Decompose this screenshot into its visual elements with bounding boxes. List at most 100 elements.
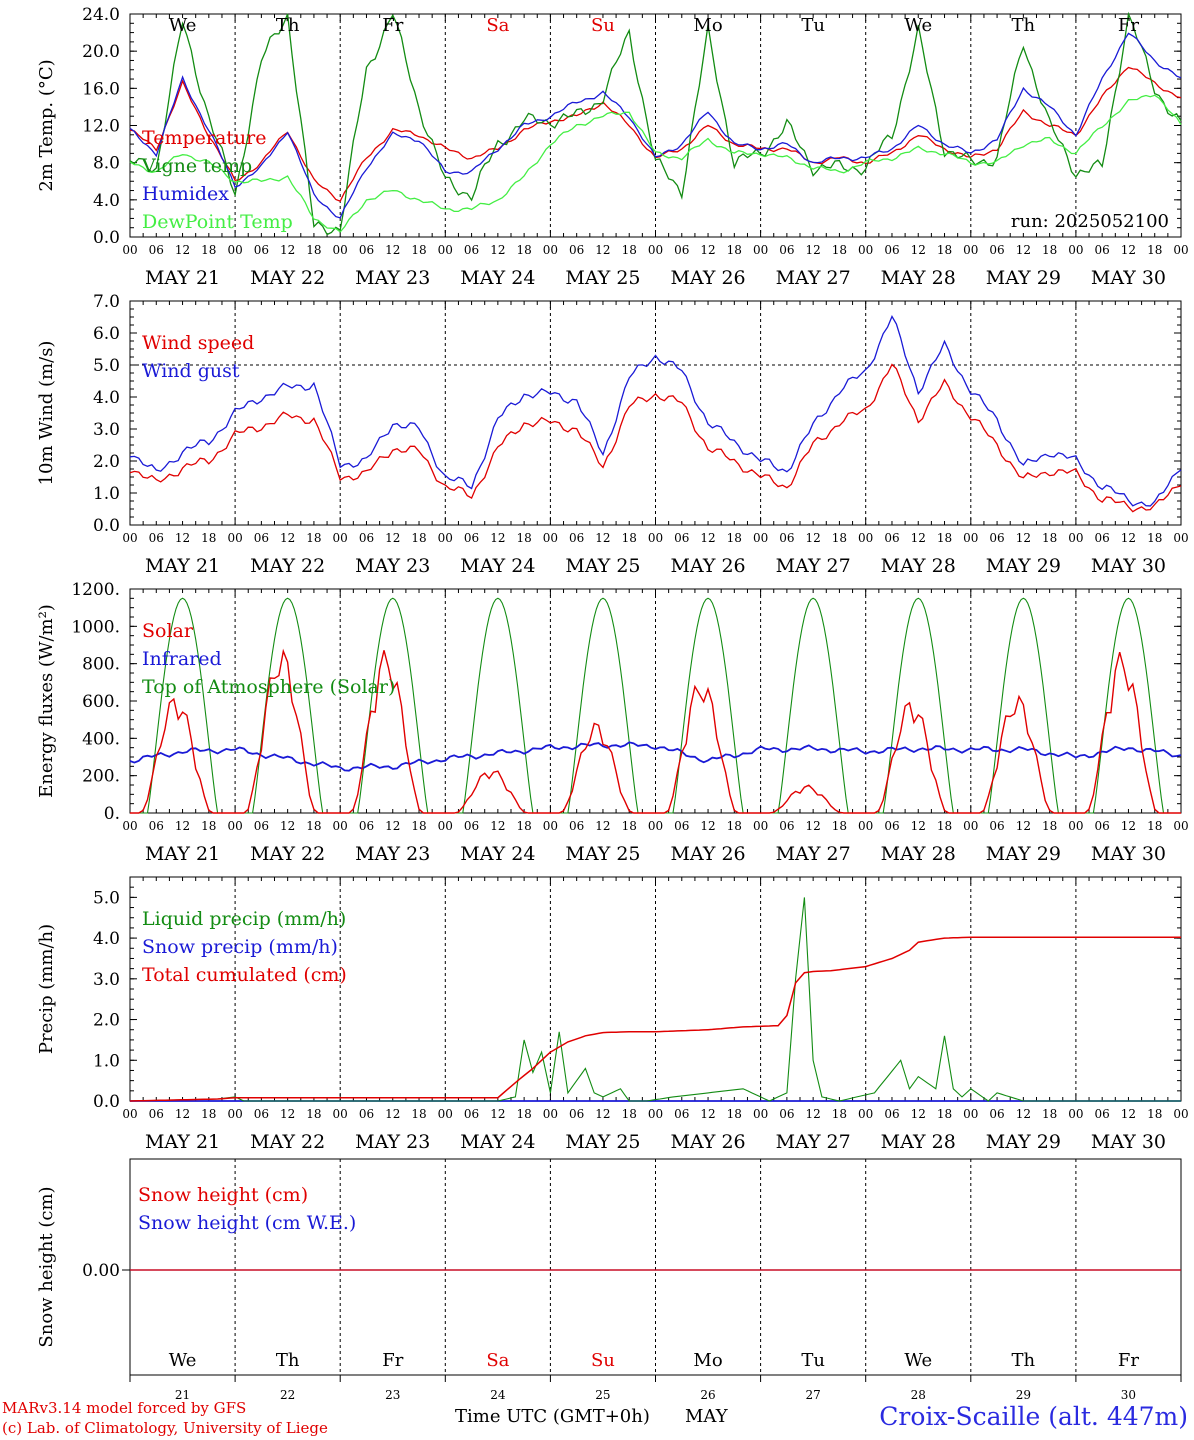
y-axis-label: Snow height (cm) [36,1186,57,1347]
hour-tick-label: 18 [1147,243,1162,257]
date-label: MAY 22 [250,267,325,289]
hour-tick-label: 00 [333,1107,348,1121]
hour-tick-label: 18 [622,243,637,257]
hour-tick-label: 12 [280,243,295,257]
hour-tick-label: 00 [753,243,768,257]
hour-tick-label: 00 [227,531,242,545]
hour-tick-label: 12 [1016,243,1031,257]
hour-tick-label: 00 [753,531,768,545]
date-label: MAY 28 [881,843,956,865]
date-label: MAY 28 [881,267,956,289]
y-axis-label: Precip (mm/h) [36,924,57,1054]
weekday-label: Su [591,15,615,36]
date-label: MAY 30 [1091,267,1166,289]
legend-item: Total cumulated (cm) [142,964,347,986]
hour-tick-label: 06 [569,819,584,833]
hour-tick-label: 00 [543,819,558,833]
hour-tick-label: 06 [254,531,269,545]
legend-item: Snow height (cm) [138,1184,308,1206]
hour-tick-label: 12 [806,819,821,833]
date-label: MAY 27 [776,267,851,289]
plot-frame [129,300,1182,526]
y-axis-label: 10m Wind (m/s) [36,341,57,486]
hour-tick-label: 12 [911,531,926,545]
hour-tick-label: 18 [201,1107,216,1121]
date-label: MAY 24 [460,555,535,577]
hour-tick-label: 00 [963,1107,978,1121]
y-tick-label: 3.0 [93,970,120,990]
hour-tick-label: 06 [464,531,479,545]
hour-tick-label: 00 [648,819,663,833]
panel-2: 00 06 12 18 00 06 12 18 00 06 12 18 00 06 12 18 00 06 12 18… [36,292,1189,577]
lab-credit: (c) Lab. of Climatology, University of L… [2,1419,328,1437]
y-tick-label: 0.0 [93,228,120,248]
hour-tick-label: 12 [1016,819,1031,833]
hour-tick-label: 00 [1068,531,1083,545]
hour-tick-label: 12 [385,531,400,545]
hour-tick-label: 18 [516,531,531,545]
date-label: MAY 22 [250,1131,325,1153]
date-label: MAY 22 [250,843,325,865]
hour-tick-label: 00 [753,819,768,833]
y-tick-label: 400. [82,729,120,749]
hour-tick-label: 00 [858,819,873,833]
date-label: MAY 21 [145,267,220,289]
hour-tick-label: 12 [490,1107,505,1121]
date-label: MAY 22 [250,555,325,577]
y-tick-label: 1.0 [93,484,120,504]
hour-tick-label: 12 [175,531,190,545]
panel-4: 00 06 12 18 00 06 12 18 00 06 12 18 00 06 12 18 00 06 12 18… [36,876,1189,1153]
hour-tick-label: 00 [333,819,348,833]
date-label: MAY 29 [986,555,1061,577]
hour-tick-label: 12 [1121,819,1136,833]
y-tick-label: 5.0 [93,356,120,376]
hour-tick-label: 06 [779,243,794,257]
date-label: MAY 29 [986,843,1061,865]
weekday-label: Th [276,15,300,36]
day-number-label: 23 [385,1388,400,1402]
hour-tick-label: 18 [1042,819,1057,833]
y-tick-label: 12.0 [82,117,120,137]
day-number-label: 26 [700,1388,715,1402]
hour-tick-label: 06 [359,531,374,545]
y-tick-label: 2.0 [93,1011,120,1031]
hour-tick-label: 06 [464,1107,479,1121]
date-label: MAY 21 [145,1131,220,1153]
series-line [129,363,1182,513]
legend-item: Snow height (cm W.E.) [138,1212,356,1234]
hour-tick-label: 12 [280,819,295,833]
hour-tick-label: 00 [543,1107,558,1121]
day-number-label: 28 [911,1388,926,1402]
hour-tick-label: 18 [622,1107,637,1121]
hour-tick-label: 12 [911,819,926,833]
date-label: MAY 27 [776,843,851,865]
hour-tick-label: 00 [122,1107,137,1121]
hour-tick-label: 12 [911,1107,926,1121]
model-credit: MARv3.14 model forced by GFS [2,1399,247,1417]
hour-tick-label: 12 [1016,1107,1031,1121]
hour-tick-label: 06 [779,531,794,545]
station-name: Croix-Scaille (alt. 447m) [879,1402,1188,1431]
hour-tick-label: 00 [648,531,663,545]
hour-tick-label: 18 [937,819,952,833]
hour-tick-label: 06 [569,1107,584,1121]
date-label: MAY 23 [355,555,430,577]
hour-tick-label: 12 [806,531,821,545]
y-tick-label: 800. [82,655,120,675]
y-tick-label: 4.0 [93,388,120,408]
hour-tick-label: 12 [700,531,715,545]
series-line [129,315,1182,507]
hour-tick-label: 06 [884,1107,899,1121]
hour-tick-label: 00 [858,243,873,257]
hour-tick-label: 00 [858,531,873,545]
hour-tick-label: 18 [937,531,952,545]
hour-tick-label: 12 [595,531,610,545]
hour-tick-label: 00 [333,531,348,545]
hour-tick-label: 12 [1016,531,1031,545]
weekday-label: Tu [801,15,825,36]
y-axis-label: 2m Temp. (°C) [36,59,57,191]
hour-tick-label: 06 [1095,243,1110,257]
hour-tick-label: 00 [122,531,137,545]
date-label: MAY 21 [145,555,220,577]
hour-tick-label: 12 [385,1107,400,1121]
